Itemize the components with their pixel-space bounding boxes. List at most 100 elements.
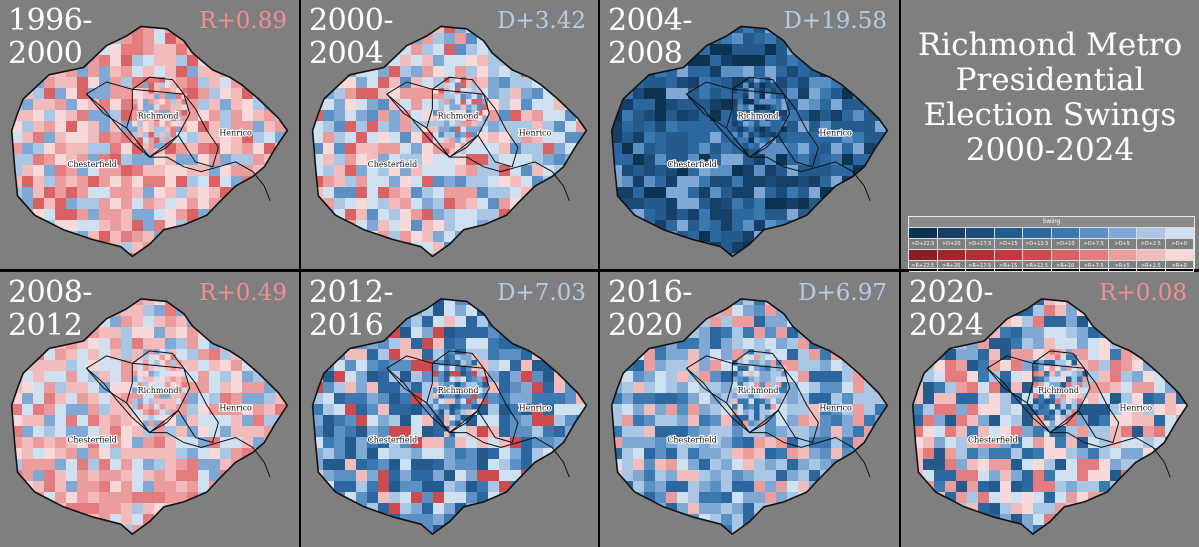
precinct <box>231 55 243 67</box>
precinct <box>389 99 401 111</box>
precinct <box>110 360 122 372</box>
precinct <box>776 272 788 284</box>
precinct <box>897 415 899 427</box>
precinct <box>121 264 133 269</box>
precinct <box>765 382 771 388</box>
precinct <box>187 66 199 78</box>
precinct <box>466 209 478 221</box>
precinct <box>66 176 78 188</box>
precinct <box>754 121 760 127</box>
precinct <box>688 55 700 67</box>
precinct <box>449 393 456 399</box>
precinct <box>286 503 288 515</box>
precinct <box>411 437 423 449</box>
precinct <box>444 110 450 116</box>
precinct <box>688 492 700 504</box>
precinct <box>22 349 34 361</box>
precinct <box>220 264 232 269</box>
precinct <box>677 338 689 350</box>
precinct <box>88 503 100 515</box>
precinct <box>242 404 254 416</box>
precinct <box>853 437 865 449</box>
precinct <box>334 132 346 144</box>
precinct <box>0 110 12 122</box>
precinct <box>1077 272 1089 284</box>
precinct <box>132 11 144 23</box>
precinct <box>688 393 700 405</box>
precinct <box>55 371 67 383</box>
precinct <box>286 176 288 188</box>
precinct <box>554 338 566 350</box>
precinct <box>55 481 67 493</box>
legend-dem-labels: >D+22.5 >D+20 >D+17.5 >D+15 >D+12.5 >D+10 >D+7… <box>909 239 1194 250</box>
precinct <box>1022 327 1034 339</box>
precinct <box>444 77 450 83</box>
precinct <box>44 514 56 526</box>
precinct <box>242 437 254 449</box>
precinct <box>165 283 177 295</box>
precinct <box>587 393 598 405</box>
precinct <box>323 492 335 504</box>
precinct <box>422 99 434 111</box>
precinct <box>253 426 265 438</box>
precinct <box>820 143 832 155</box>
precinct <box>644 220 656 232</box>
precinct <box>565 448 577 460</box>
precinct <box>460 104 467 111</box>
precinct <box>477 338 489 350</box>
precinct <box>334 360 346 372</box>
precinct <box>721 426 733 438</box>
precinct <box>11 143 23 155</box>
precinct <box>677 437 689 449</box>
precinct <box>110 437 122 449</box>
precinct <box>611 231 623 243</box>
precinct <box>11 514 23 526</box>
precinct <box>433 121 439 127</box>
precinct <box>499 253 511 257</box>
precinct <box>510 88 522 100</box>
precinct <box>587 316 598 328</box>
precinct <box>198 404 210 416</box>
precinct <box>633 360 645 372</box>
precinct <box>33 404 45 416</box>
precinct <box>231 448 243 460</box>
precinct <box>532 305 544 317</box>
precinct <box>743 137 749 144</box>
precinct <box>554 55 566 67</box>
precinct <box>886 176 888 188</box>
precinct <box>220 154 232 166</box>
precinct <box>301 371 313 383</box>
precinct <box>699 283 711 295</box>
precinct <box>187 77 199 89</box>
precinct <box>400 44 412 56</box>
precinct <box>765 349 771 355</box>
precinct <box>754 99 760 105</box>
precinct <box>809 525 821 535</box>
precinct <box>77 264 89 269</box>
precinct <box>886 253 888 257</box>
precinct <box>33 242 45 254</box>
precinct <box>737 371 744 377</box>
precinct <box>0 360 12 372</box>
precinct <box>22 382 34 394</box>
precinct <box>449 415 456 421</box>
precinct <box>231 99 243 111</box>
precinct <box>55 426 67 438</box>
precinct <box>699 26 711 34</box>
precinct <box>611 209 623 221</box>
precinct <box>66 404 78 416</box>
precinct <box>699 371 711 383</box>
precinct <box>466 426 478 438</box>
precinct <box>510 220 522 232</box>
precinct <box>543 132 555 144</box>
precinct <box>275 503 287 515</box>
precinct <box>543 110 555 122</box>
precinct <box>666 198 678 210</box>
precinct <box>88 525 100 535</box>
precinct <box>449 382 456 388</box>
precinct <box>367 220 379 232</box>
period-label: 2000- 2004 <box>309 3 393 71</box>
precinct <box>165 88 171 94</box>
precinct <box>0 514 12 526</box>
